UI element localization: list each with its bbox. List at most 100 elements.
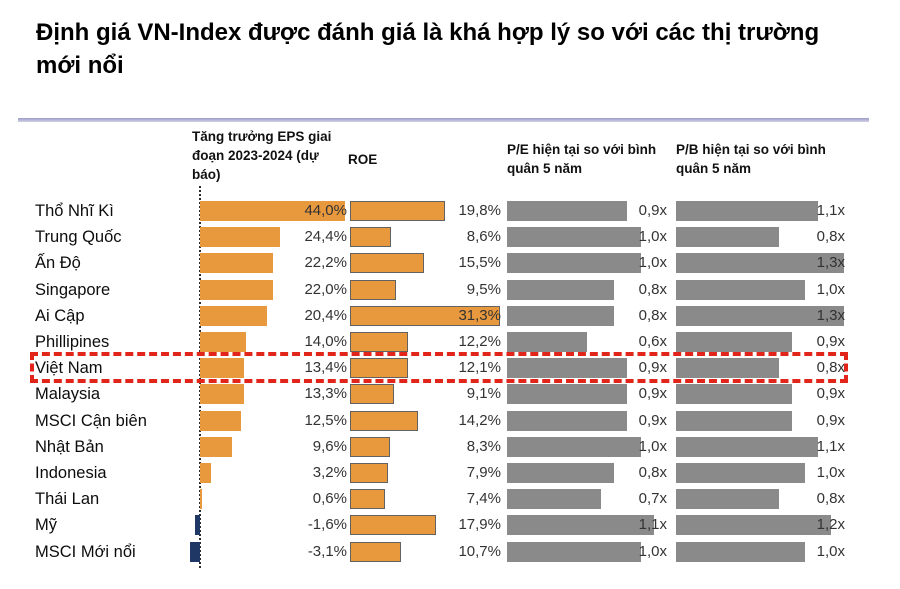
eps-growth-value: 9,6% — [312, 437, 347, 455]
pb-bar — [676, 279, 806, 300]
pb-bar — [676, 227, 780, 248]
pe-value: 0,8x — [638, 306, 667, 324]
pb-value: 1,1x — [816, 202, 845, 219]
eps-growth-bar — [200, 358, 245, 379]
pb-bar — [676, 253, 844, 274]
roe-value: 19,8% — [458, 202, 501, 219]
pb-bar — [676, 541, 806, 562]
pb-bar — [676, 384, 793, 405]
pe-value: 0,9x — [638, 202, 667, 219]
pe-value: 1,0x — [638, 254, 667, 272]
row-label: Thái Lan — [35, 490, 100, 509]
pe-value: 1,0x — [638, 228, 667, 246]
table-row: Thổ Nhĩ Kì 44,0% 19,8% 0,9x 1,1x — [0, 198, 900, 224]
pe-bar — [507, 515, 654, 536]
pe-value: 0,7x — [638, 490, 667, 508]
eps-growth-value: -1,6% — [307, 516, 347, 534]
row-label: Thổ Nhĩ Kì — [35, 202, 114, 220]
table-row: Phillipines 14,0% 12,2% 0,6x 0,9x — [0, 329, 900, 355]
roe-bar — [350, 332, 409, 352]
eps-growth-value: 14,0% — [304, 333, 347, 350]
pb-value: 1,0x — [816, 542, 845, 560]
pb-value: 0,8x — [816, 359, 845, 377]
table-row: Ấn Độ 22,2% 15,5% 1,0x 1,3x — [0, 250, 900, 276]
title-separator-line — [18, 118, 869, 122]
pe-value: 0,9x — [638, 359, 667, 377]
roe-value: 17,9% — [458, 516, 501, 534]
pe-bar — [507, 332, 588, 352]
roe-value: 9,5% — [466, 280, 501, 298]
roe-value: 8,3% — [466, 437, 501, 455]
table-row: Mỹ -1,6% 17,9% 1,1x 1,2x — [0, 512, 900, 538]
pb-bar — [676, 201, 819, 221]
pe-bar — [507, 253, 641, 274]
column-header-pe: P/E hiện tại so với bình quân 5 năm — [507, 142, 657, 176]
pe-bar — [507, 410, 628, 431]
pe-value: 0,9x — [638, 385, 667, 403]
table-row: Thái Lan 0,6% 7,4% 0,7x 0,8x — [0, 486, 900, 512]
roe-bar — [350, 463, 388, 483]
eps-growth-bar — [200, 436, 232, 457]
eps-growth-value: 12,5% — [304, 411, 347, 429]
roe-bar — [350, 279, 396, 300]
table-row: Indonesia 3,2% 7,9% 0,8x 1,0x — [0, 460, 900, 486]
pb-value: 0,9x — [816, 333, 845, 350]
pb-value: 1,3x — [816, 254, 845, 272]
roe-bar — [350, 489, 386, 510]
pe-value: 1,0x — [638, 437, 667, 455]
column-header-pb: P/B hiện tại so với bình quân 5 năm — [676, 142, 826, 176]
roe-bar — [350, 201, 445, 221]
row-label: Malaysia — [35, 385, 101, 404]
pb-bar — [676, 305, 844, 326]
row-label: Indonesia — [35, 464, 107, 482]
roe-value: 14,2% — [458, 411, 501, 429]
eps-growth-bar — [189, 541, 200, 562]
roe-value: 15,5% — [458, 254, 501, 272]
pb-bar — [676, 358, 780, 379]
pb-bar — [676, 463, 806, 483]
row-label: Phillipines — [35, 333, 110, 351]
eps-growth-value: 22,0% — [304, 280, 347, 298]
table-row: Nhật Bản 9,6% 8,3% 1,0x 1,1x — [0, 434, 900, 460]
pb-bar — [676, 332, 793, 352]
roe-bar — [350, 436, 390, 457]
eps-growth-value: 3,2% — [312, 464, 347, 481]
roe-bar — [350, 305, 500, 326]
eps-growth-bar — [200, 384, 244, 405]
pe-value: 0,6x — [638, 333, 667, 350]
pb-bar — [676, 515, 832, 536]
row-label: MSCI Cận biên — [35, 411, 147, 430]
table-row: Việt Nam 13,4% 12,1% 0,9x 0,8x — [0, 355, 900, 381]
eps-growth-bar — [200, 201, 345, 221]
pb-value: 1,3x — [816, 306, 845, 324]
roe-value: 9,1% — [466, 385, 501, 403]
pb-bar — [676, 436, 819, 457]
eps-growth-value: 13,4% — [304, 359, 347, 377]
pe-value: 1,0x — [638, 542, 667, 560]
row-label: Việt Nam — [35, 359, 103, 378]
roe-bar — [350, 410, 419, 431]
eps-growth-value: 44,0% — [304, 202, 347, 219]
roe-bar — [350, 227, 392, 248]
pe-bar — [507, 489, 601, 510]
pb-bar — [676, 489, 780, 510]
roe-value: 10,7% — [458, 542, 501, 560]
pb-bar — [676, 410, 793, 431]
row-label: Singapore — [35, 280, 111, 299]
eps-growth-bar — [200, 332, 247, 352]
roe-value: 7,9% — [466, 464, 501, 481]
column-header-eps-growth: Tăng trưởng EPS giai đoạn 2023-2024 (dự … — [192, 129, 332, 182]
eps-growth-value: -3,1% — [307, 542, 347, 560]
eps-growth-bar — [200, 463, 211, 483]
eps-growth-bar — [200, 489, 202, 510]
pb-value: 1,0x — [816, 464, 845, 481]
pb-value: 0,9x — [816, 411, 845, 429]
row-label: Ai Cập — [35, 306, 85, 325]
eps-growth-value: 24,4% — [304, 228, 347, 246]
pe-value: 0,9x — [638, 411, 667, 429]
table-row: Malaysia 13,3% 9,1% 0,9x 0,9x — [0, 381, 900, 407]
table-row: MSCI Cận biên 12,5% 14,2% 0,9x 0,9x — [0, 408, 900, 434]
eps-growth-value: 13,3% — [304, 385, 347, 403]
pe-value: 0,8x — [638, 464, 667, 481]
